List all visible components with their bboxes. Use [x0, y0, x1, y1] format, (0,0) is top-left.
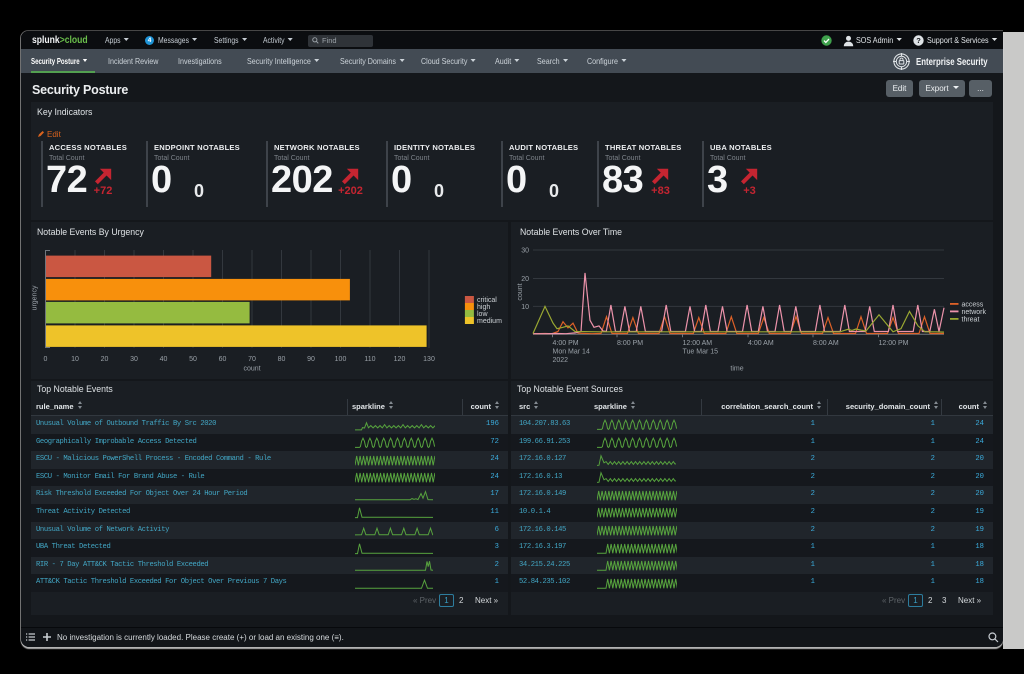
svg-text:2022: 2022	[553, 357, 569, 364]
svg-text:40: 40	[160, 356, 168, 363]
svg-text:20: 20	[521, 276, 529, 283]
svg-text:90: 90	[307, 356, 315, 363]
svg-text:access: access	[962, 302, 984, 309]
svg-text:Mon Mar 14: Mon Mar 14	[553, 349, 590, 356]
svg-text:medium: medium	[477, 318, 502, 325]
svg-text:network: network	[962, 309, 987, 316]
svg-text:30: 30	[521, 248, 529, 255]
svg-text:70: 70	[248, 356, 256, 363]
svg-text:high: high	[477, 304, 490, 311]
svg-text:50: 50	[189, 356, 197, 363]
svg-text:10: 10	[521, 304, 529, 311]
svg-text:Tue Mar 15: Tue Mar 15	[683, 349, 719, 356]
svg-text:?: ?	[916, 36, 921, 45]
svg-text:12:00 AM: 12:00 AM	[683, 340, 713, 347]
svg-text:4:00 AM: 4:00 AM	[748, 340, 774, 347]
svg-text:4:00 PM: 4:00 PM	[553, 340, 579, 347]
svg-text:130: 130	[423, 356, 435, 363]
svg-text:8:00 PM: 8:00 PM	[617, 340, 643, 347]
svg-text:12:00 PM: 12:00 PM	[879, 340, 909, 347]
svg-text:110: 110	[364, 356, 375, 363]
svg-text:60: 60	[219, 356, 227, 363]
svg-text:urgency: urgency	[32, 285, 39, 310]
svg-text:10: 10	[71, 356, 79, 363]
svg-text:0: 0	[44, 356, 48, 363]
svg-text:threat: threat	[962, 317, 980, 324]
svg-text:30: 30	[130, 356, 138, 363]
svg-text:critical: critical	[477, 297, 497, 304]
svg-text:100: 100	[335, 356, 347, 363]
svg-text:80: 80	[278, 356, 286, 363]
svg-text:20: 20	[101, 356, 109, 363]
svg-text:120: 120	[394, 356, 406, 363]
svg-text:8:00 AM: 8:00 AM	[813, 340, 839, 347]
svg-text:count: count	[243, 366, 260, 373]
svg-text:low: low	[477, 311, 488, 318]
svg-text:count: count	[517, 283, 524, 300]
svg-text:time: time	[730, 366, 743, 373]
